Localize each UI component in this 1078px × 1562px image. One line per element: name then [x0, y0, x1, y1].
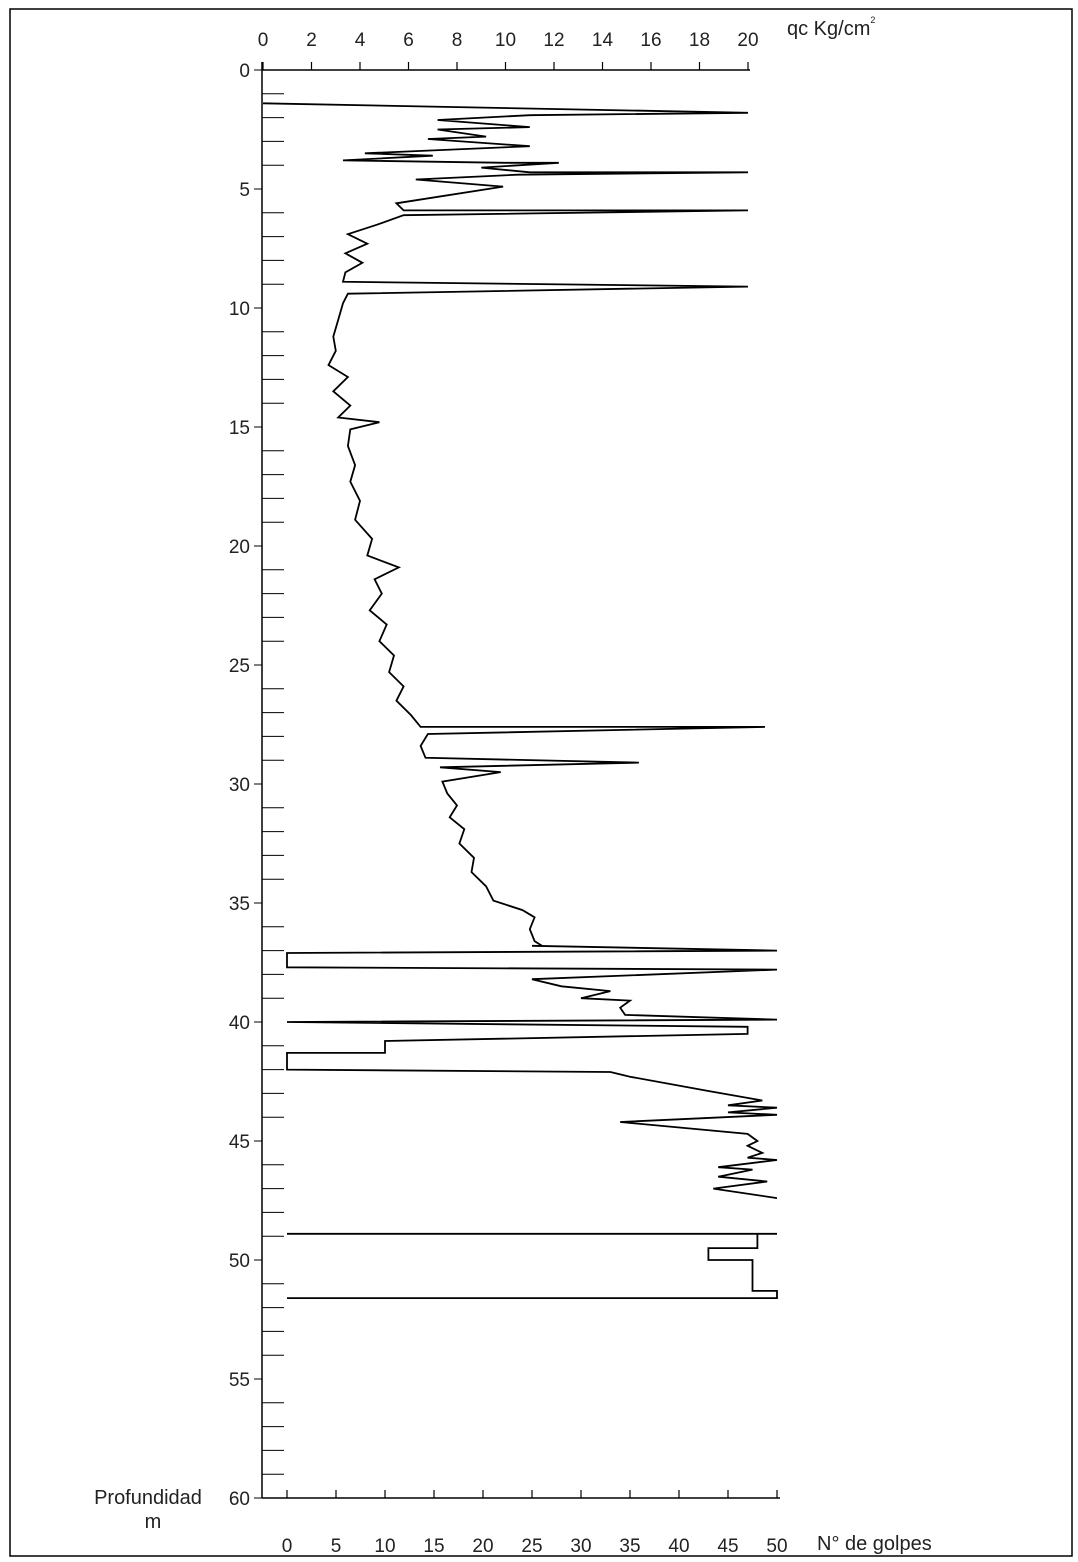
depth-axis-tick-label: 20 — [229, 537, 250, 558]
bottom-axis-tick-label: 0 — [282, 1536, 293, 1557]
bottom-axis-tick-label: 10 — [374, 1536, 395, 1557]
depth-axis-tick-label: 0 — [239, 61, 250, 82]
bottom-axis-label: N° de golpes — [817, 1533, 932, 1555]
top-axis-tick-label: 10 — [495, 30, 516, 51]
depth-axis-label-line1: Profundidad — [94, 1487, 202, 1509]
depth-axis-tick-label: 30 — [229, 775, 250, 796]
bottom-axis-tick-label: 45 — [717, 1536, 738, 1557]
profile-line-1 — [262, 102, 766, 947]
profile-series — [262, 102, 778, 1299]
bottom-axis-tick-label: 20 — [472, 1536, 493, 1557]
top-axis-tick-label: 4 — [355, 30, 366, 51]
bottom-axis-tick-label: 15 — [423, 1536, 444, 1557]
top-axis-tick-label: 16 — [640, 30, 661, 51]
page-frame — [9, 8, 1073, 1557]
depth-axis-tick-label: 25 — [229, 656, 250, 677]
top-axis-tick-label: 8 — [452, 30, 463, 51]
bottom-axis-ticks: 0 5 10 15 20 25 30 35 40 45 50 — [282, 1490, 788, 1557]
top-axis-ticks: 0 2 4 6 8 10 12 14 16 18 20 — [258, 30, 759, 70]
depth-axis-tick-label: 50 — [229, 1251, 250, 1272]
depth-axis-tick-label: 60 — [229, 1489, 250, 1510]
top-axis-tick-label: 18 — [689, 30, 710, 51]
bottom-axis-tick-label: 25 — [521, 1536, 542, 1557]
top-axis-tick-label: 20 — [737, 30, 758, 51]
depth-axis-ticks: 0 5 10 15 20 25 30 35 40 45 50 55 60 — [229, 61, 284, 1510]
top-axis-tick-label: 14 — [592, 30, 614, 51]
top-axis-tick-label: 6 — [403, 30, 414, 51]
bottom-axis-tick-label: 50 — [766, 1536, 787, 1557]
depth-axis-tick-label: 15 — [229, 418, 250, 439]
depth-axis-tick-label: 55 — [229, 1370, 250, 1391]
bottom-axis-tick-label: 40 — [668, 1536, 689, 1557]
depth-axis-tick-label: 45 — [229, 1132, 250, 1153]
profile-line-2 — [286, 944, 778, 1199]
depth-axis-tick-label: 35 — [229, 894, 250, 915]
depth-axis-tick-label: 10 — [229, 299, 250, 320]
depth-axis-tick-label: 40 — [229, 1013, 250, 1034]
top-axis-tick-label: 0 — [258, 30, 269, 51]
top-axis-label-superscript: 2 — [870, 15, 875, 25]
top-axis-label: qc Kg/cm2 — [787, 15, 875, 40]
top-axis-tick-label: 12 — [543, 30, 564, 51]
profile-line-3 — [287, 1232, 778, 1299]
top-axis-tick-label: 2 — [306, 30, 317, 51]
depth-axis-tick-label: 5 — [239, 180, 250, 201]
bottom-axis-tick-label: 30 — [570, 1536, 591, 1557]
bottom-axis-tick-label: 35 — [619, 1536, 640, 1557]
bottom-axis-tick-label: 5 — [331, 1536, 342, 1557]
depth-axis-label-line2: m — [145, 1511, 162, 1533]
